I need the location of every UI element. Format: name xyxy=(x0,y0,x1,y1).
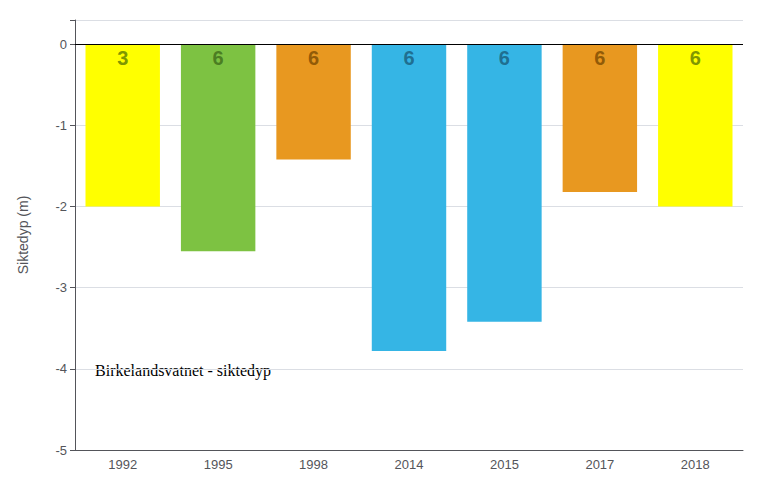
svg-text:6: 6 xyxy=(308,47,319,69)
svg-text:6: 6 xyxy=(594,47,605,69)
svg-text:-2: -2 xyxy=(55,199,67,214)
svg-text:-5: -5 xyxy=(55,443,67,458)
svg-text:6: 6 xyxy=(690,47,701,69)
svg-text:-4: -4 xyxy=(55,361,67,376)
svg-text:3: 3 xyxy=(117,47,128,69)
svg-text:2015: 2015 xyxy=(490,457,519,472)
svg-text:0: 0 xyxy=(60,37,67,52)
svg-text:-1: -1 xyxy=(55,118,67,133)
svg-text:Siktedyp (m): Siktedyp (m) xyxy=(15,196,31,275)
svg-text:1995: 1995 xyxy=(204,457,233,472)
svg-text:1998: 1998 xyxy=(299,457,328,472)
svg-text:Birkelandsvatnet - siktedyp: Birkelandsvatnet - siktedyp xyxy=(95,362,271,380)
svg-text:2014: 2014 xyxy=(395,457,424,472)
svg-text:6: 6 xyxy=(213,47,224,69)
svg-text:2017: 2017 xyxy=(585,457,614,472)
svg-text:1992: 1992 xyxy=(108,457,137,472)
svg-text:6: 6 xyxy=(403,47,414,69)
svg-text:-3: -3 xyxy=(55,280,67,295)
svg-text:2018: 2018 xyxy=(681,457,710,472)
svg-text:6: 6 xyxy=(499,47,510,69)
